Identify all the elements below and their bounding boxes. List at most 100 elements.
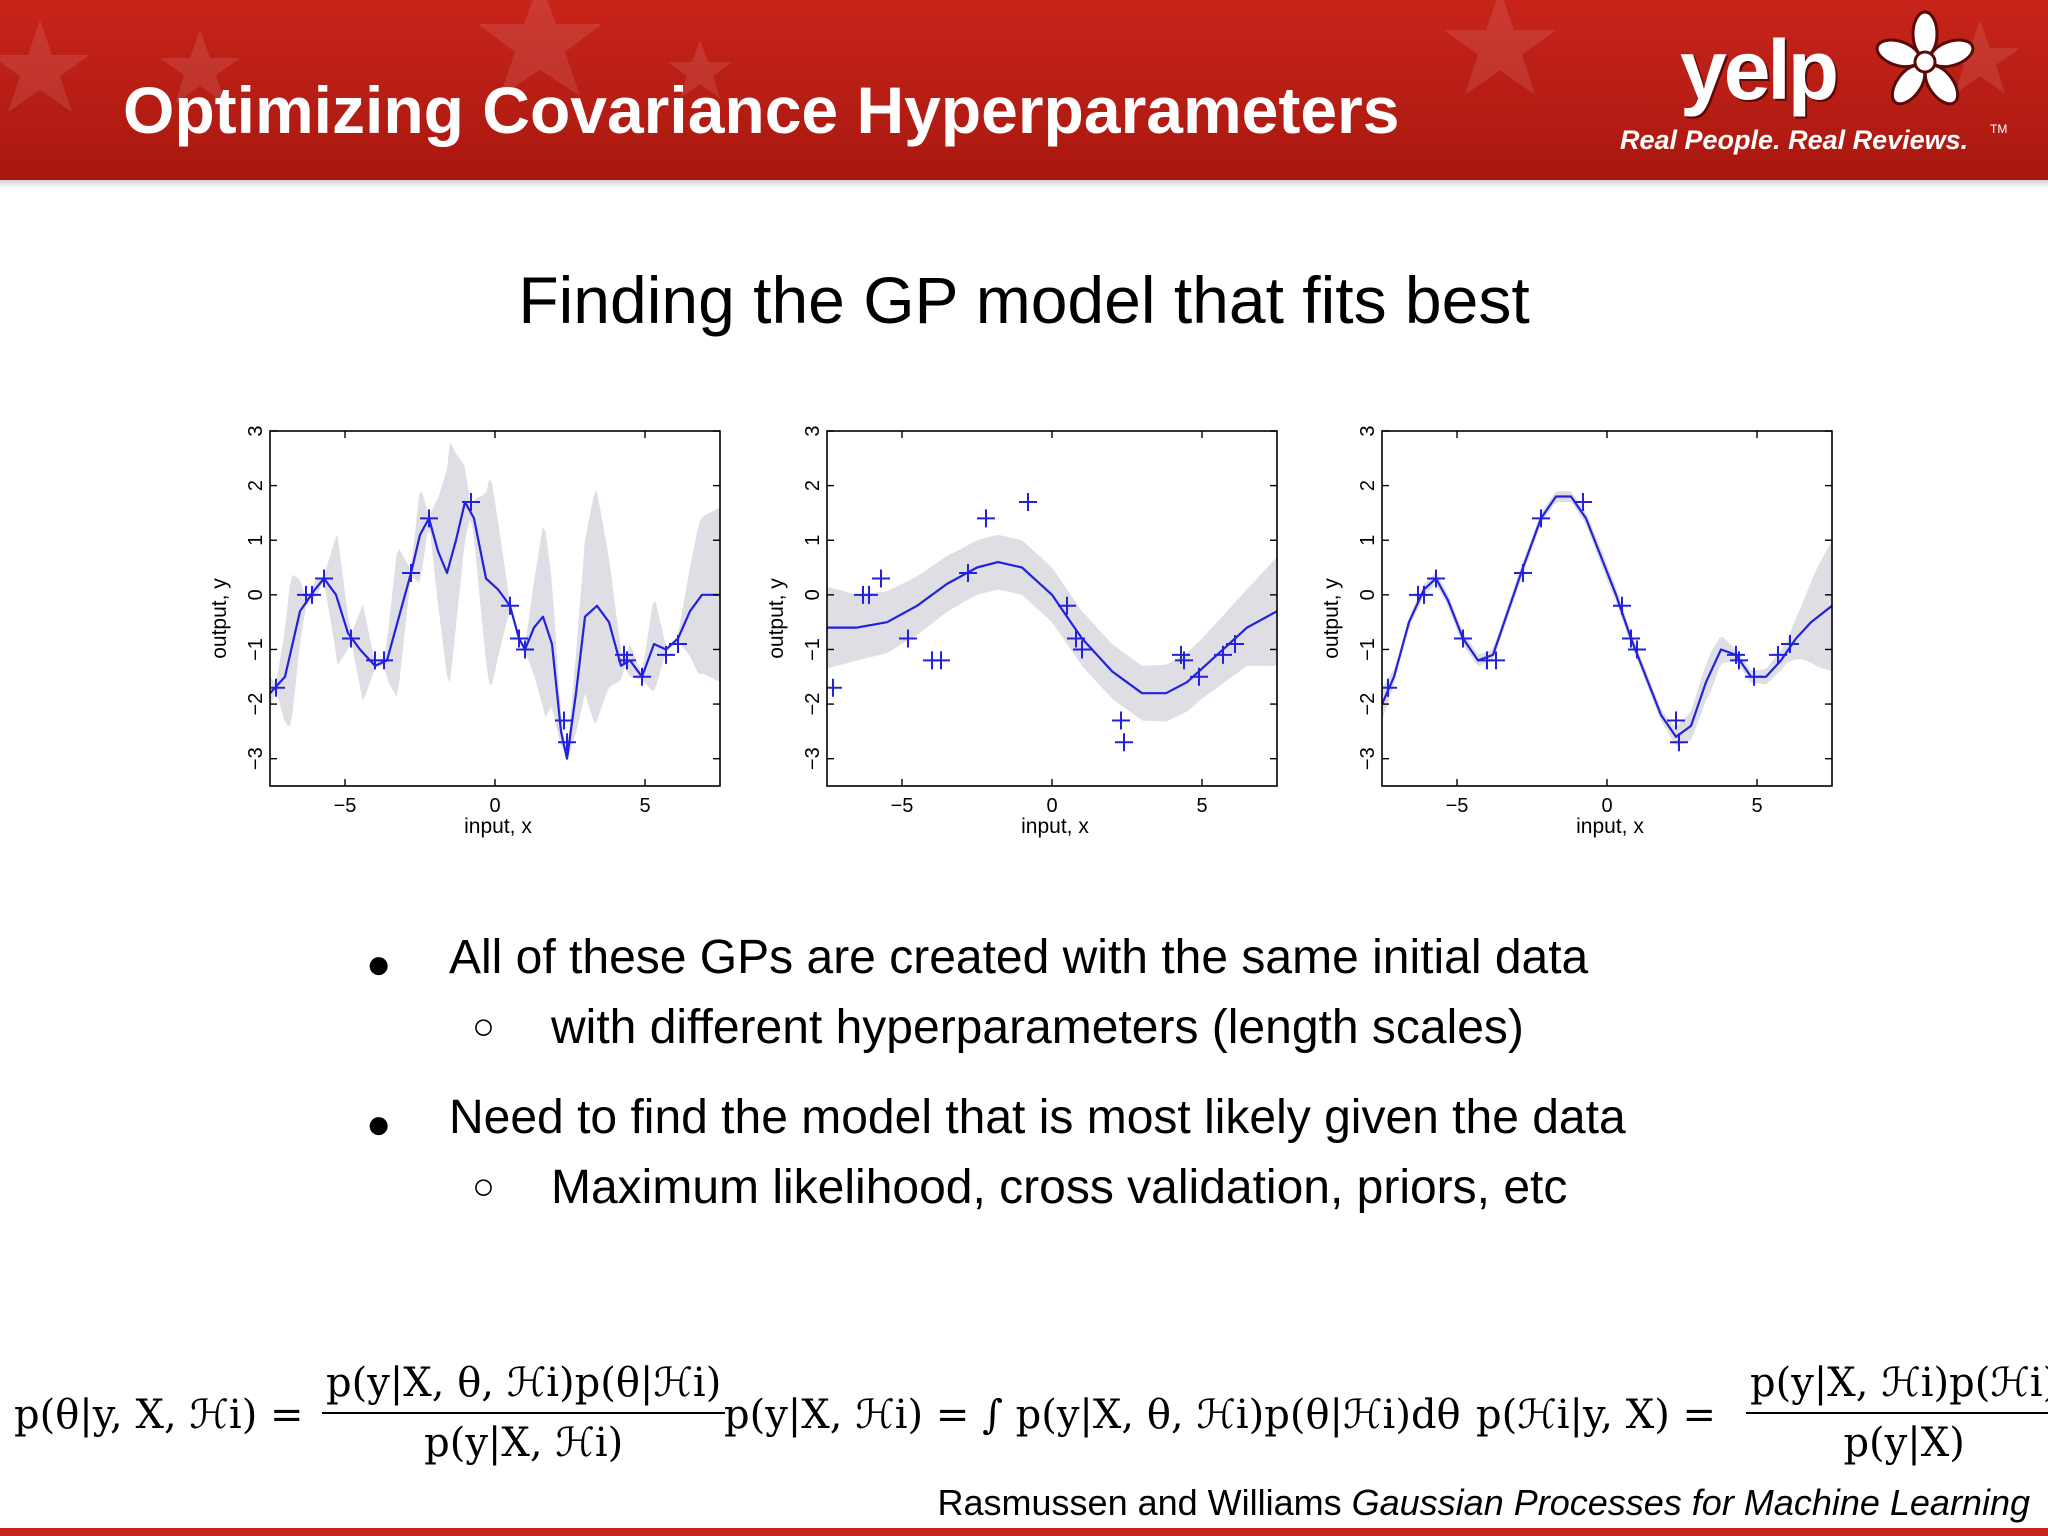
logo-wordmark: yelp <box>1680 23 1839 117</box>
gp-plot-short-lengthscale: −5 0 5 −3 −2 −1 0 1 2 3 input, x output, y <box>208 425 721 838</box>
data-point-marker <box>462 493 480 511</box>
citation: Rasmussen and Williams Gaussian Processe… <box>938 1482 2030 1524</box>
y-tick-label: 2 <box>802 480 824 491</box>
bullet-dot-icon: ● <box>366 1100 392 1147</box>
equation-posterior-lhs: p(θ|y, X, ℋi) = <box>14 1392 304 1438</box>
x-tick-label: 5 <box>1196 795 1207 817</box>
data-point-marker <box>657 645 675 664</box>
data-point-marker <box>1670 733 1688 752</box>
slide-header: Optimizing Covariance Hyperparameters ye… <box>0 0 2048 180</box>
y-tick-label: 2 <box>1357 480 1379 491</box>
y-tick-label: −3 <box>1357 747 1379 770</box>
sub-bullet-circle-icon: ○ <box>472 1166 495 1208</box>
data-point-marker <box>1628 640 1646 659</box>
y-axis-label: output, y <box>208 578 231 659</box>
y-tick-label: −1 <box>245 638 267 661</box>
confidence-band <box>270 441 720 758</box>
data-point-marker <box>375 651 393 670</box>
data-point-marker <box>1112 711 1130 730</box>
x-tick-label: 0 <box>489 795 500 817</box>
data-point-marker <box>303 585 321 604</box>
data-point-marker <box>1058 596 1076 615</box>
data-point-marker <box>959 564 977 582</box>
data-point-marker <box>1382 678 1397 697</box>
mean-line <box>270 500 720 760</box>
y-tick-label: −1 <box>802 638 824 661</box>
y-tick-label: −1 <box>1357 638 1379 661</box>
x-tick-label: 0 <box>1601 795 1612 817</box>
plot-area <box>270 441 720 760</box>
mean-line <box>1382 495 1832 738</box>
data-point-marker <box>315 569 333 588</box>
y-tick-label: −2 <box>1357 693 1379 716</box>
y-tick-label: 0 <box>1357 589 1379 600</box>
data-point-marker <box>1730 651 1748 670</box>
citation-authors: Rasmussen and Williams <box>937 1482 1352 1523</box>
equation-model-posterior-lhs: p(ℋi|y, X) = <box>1476 1392 1717 1438</box>
data-point-marker <box>1574 493 1592 511</box>
x-tick-label: 0 <box>1046 795 1057 817</box>
data-point-marker <box>342 629 360 648</box>
equation-model-posterior-fraction: p(y|X, ℋi)p(ℋi) p(y|X) <box>1746 1360 2048 1466</box>
y-tick-label: 3 <box>802 425 824 436</box>
confidence-band <box>827 534 1277 722</box>
data-point-marker <box>1613 596 1631 615</box>
plot-area <box>827 493 1277 752</box>
y-tick-label: 2 <box>245 480 267 491</box>
equation-posterior-fraction: p(y|X, θ, ℋi)p(θ|ℋi) p(y|X, ℋi) <box>322 1360 726 1466</box>
sub-bullet-circle-icon: ○ <box>472 1006 495 1048</box>
sub-bullet-item: with different hyperparameters (length s… <box>551 1001 1524 1054</box>
x-axis-label: input, x <box>1576 815 1644 838</box>
data-point-marker <box>510 629 528 648</box>
bullet-dot-icon: ● <box>366 940 392 987</box>
data-point-marker <box>1415 585 1433 604</box>
data-point-marker <box>1190 667 1208 686</box>
data-point-marker <box>1115 733 1133 752</box>
plot-area <box>1382 491 1832 752</box>
data-point-marker <box>1781 635 1799 653</box>
footer-bar <box>0 1528 2048 1536</box>
burst-icon <box>1875 10 1975 106</box>
data-point-marker <box>827 678 842 697</box>
data-point-marker <box>977 509 995 528</box>
data-point-marker <box>860 585 878 604</box>
confidence-band <box>1382 491 1832 746</box>
y-tick-label: 0 <box>802 589 824 600</box>
y-tick-label: −2 <box>245 693 267 716</box>
data-point-marker <box>558 733 576 752</box>
star-pattern-icon <box>0 0 2020 112</box>
data-point-marker <box>1067 629 1085 648</box>
data-point-marker <box>501 596 519 615</box>
slide-subtitle: Finding the GP model that fits best <box>518 263 1530 337</box>
header-shadow <box>0 180 2048 188</box>
data-point-marker <box>1454 629 1472 648</box>
x-axis-label: input, x <box>464 815 532 838</box>
gp-plot-optimal-lengthscale: −5 0 5 −3 −2 −1 0 1 2 3 input, x output, y <box>1320 425 1833 838</box>
equation-marginal-likelihood: p(y|X, ℋi) = ∫ p(y|X, θ, ℋi)p(θ|ℋi)dθ <box>724 1392 1461 1438</box>
gp-plot-long-lengthscale: −5 0 5 −3 −2 −1 0 1 2 3 input, x output, y <box>765 425 1278 838</box>
data-point-marker <box>270 678 285 697</box>
citation-book-title: Gaussian Processes for Machine Learning <box>1351 1482 2030 1523</box>
data-point-marker <box>899 629 917 648</box>
data-point-marker <box>1745 667 1763 686</box>
logo-tagline: Real People. Real Reviews. <box>1620 125 1969 155</box>
data-point-marker <box>932 651 950 670</box>
x-tick-label: −5 <box>1446 795 1469 817</box>
y-axis-label: output, y <box>1320 578 1343 659</box>
equation-denominator: p(y|X) <box>1843 1420 1965 1466</box>
data-point-marker <box>618 651 636 670</box>
trademark-mark: TM <box>1990 122 2008 136</box>
data-point-marker <box>1019 493 1037 511</box>
y-tick-label: 1 <box>802 535 824 546</box>
brand-logo: yelp Real People. Real Reviews. TM <box>1618 4 2008 164</box>
data-point-marker <box>1667 711 1685 730</box>
sub-bullet-item: Maximum likelihood, cross validation, pr… <box>551 1161 1568 1214</box>
data-point-marker <box>1073 640 1091 659</box>
bullet-item: Need to find the model that is most like… <box>449 1091 1626 1144</box>
y-tick-label: 1 <box>1357 535 1379 546</box>
data-point-marker <box>872 569 890 588</box>
x-tick-label: −5 <box>891 795 914 817</box>
data-point-marker <box>420 509 438 528</box>
y-tick-label: 3 <box>1357 425 1379 436</box>
data-point-marker <box>1514 564 1532 582</box>
